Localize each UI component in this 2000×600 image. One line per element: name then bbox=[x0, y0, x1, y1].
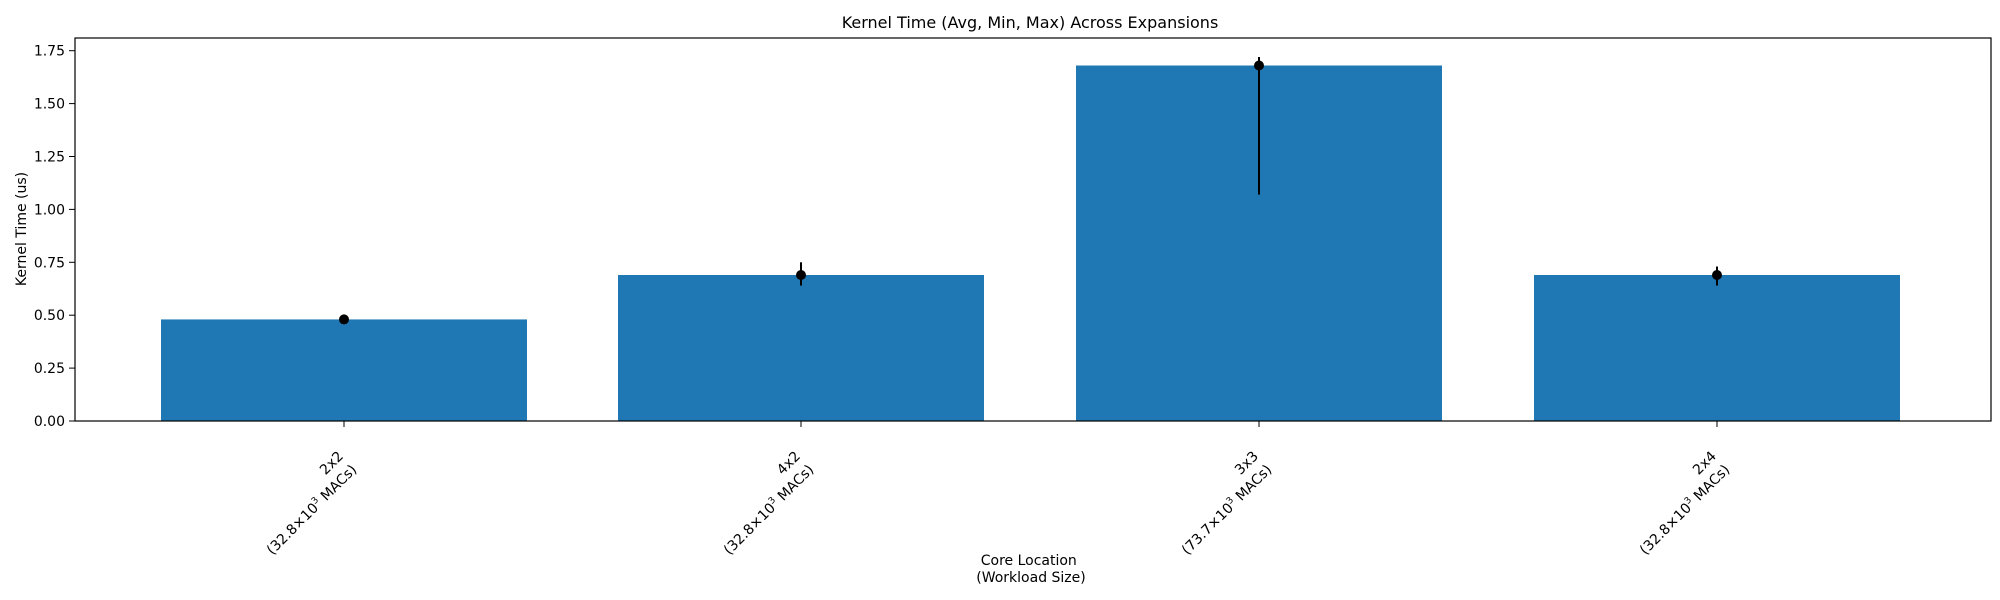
y-tick-label: 0.75 bbox=[34, 255, 65, 271]
x-tick-label-line-2: (73.7×103 MACs) bbox=[1178, 461, 1275, 558]
x-tick-label-line-2: (32.8×103 MACs) bbox=[1636, 461, 1733, 558]
errorbars-layer bbox=[339, 57, 1722, 325]
y-tick-label: 1.25 bbox=[34, 149, 65, 165]
y-axis: 0.00 0.25 0.50 0.75 1.00 1.25 1.50 1.75 bbox=[34, 44, 75, 430]
bar-2x2 bbox=[161, 319, 527, 421]
x-tick-label-line-2: (32.8×103 MACs) bbox=[263, 461, 360, 558]
bars-layer bbox=[161, 65, 1900, 421]
y-tick-label: 1.00 bbox=[34, 202, 65, 218]
y-tick-label: 0.25 bbox=[34, 361, 65, 377]
bar-4x2 bbox=[618, 274, 984, 421]
avg-point-2x2 bbox=[339, 314, 349, 325]
y-tick-label: 0.00 bbox=[34, 414, 65, 430]
avg-point-2x4 bbox=[1712, 269, 1722, 280]
x-tick-label-3x3: 3x3(73.7×103 MACs) bbox=[1178, 449, 1275, 559]
avg-point-4x2 bbox=[796, 269, 806, 280]
x-tick-label-4x2: 4x2(32.8×103 MACs) bbox=[720, 449, 817, 559]
x-axis-label-line-1: Core Location bbox=[981, 553, 1077, 569]
x-axis: 2x2(32.8×103 MACs) 4x2(32.8×103 MACs) 3x3(… bbox=[263, 421, 1733, 559]
y-tick-label: 1.75 bbox=[34, 44, 65, 60]
x-tick-label-2x4: 2x4(32.8×103 MACs) bbox=[1636, 448, 1733, 558]
y-axis-label: Kernel Time (us) bbox=[14, 172, 30, 286]
y-tick-label: 1.50 bbox=[34, 97, 65, 113]
plot-frame bbox=[74, 37, 1992, 422]
y-tick-label: 0.50 bbox=[34, 308, 65, 324]
bar-2x4 bbox=[1534, 274, 1900, 421]
x-axis-label-line-2: (Workload Size) bbox=[976, 570, 1085, 586]
x-tick-label-line-2: (32.8×103 MACs) bbox=[720, 461, 817, 558]
avg-point-3x3 bbox=[1254, 60, 1264, 71]
x-axis-label: Core Location (Workload Size) bbox=[976, 553, 1085, 586]
chart-title: Kernel Time (Avg, Min, Max) Across Expan… bbox=[842, 13, 1219, 32]
x-tick-label-2x2: 2x2(32.8×103 MACs) bbox=[263, 449, 360, 559]
